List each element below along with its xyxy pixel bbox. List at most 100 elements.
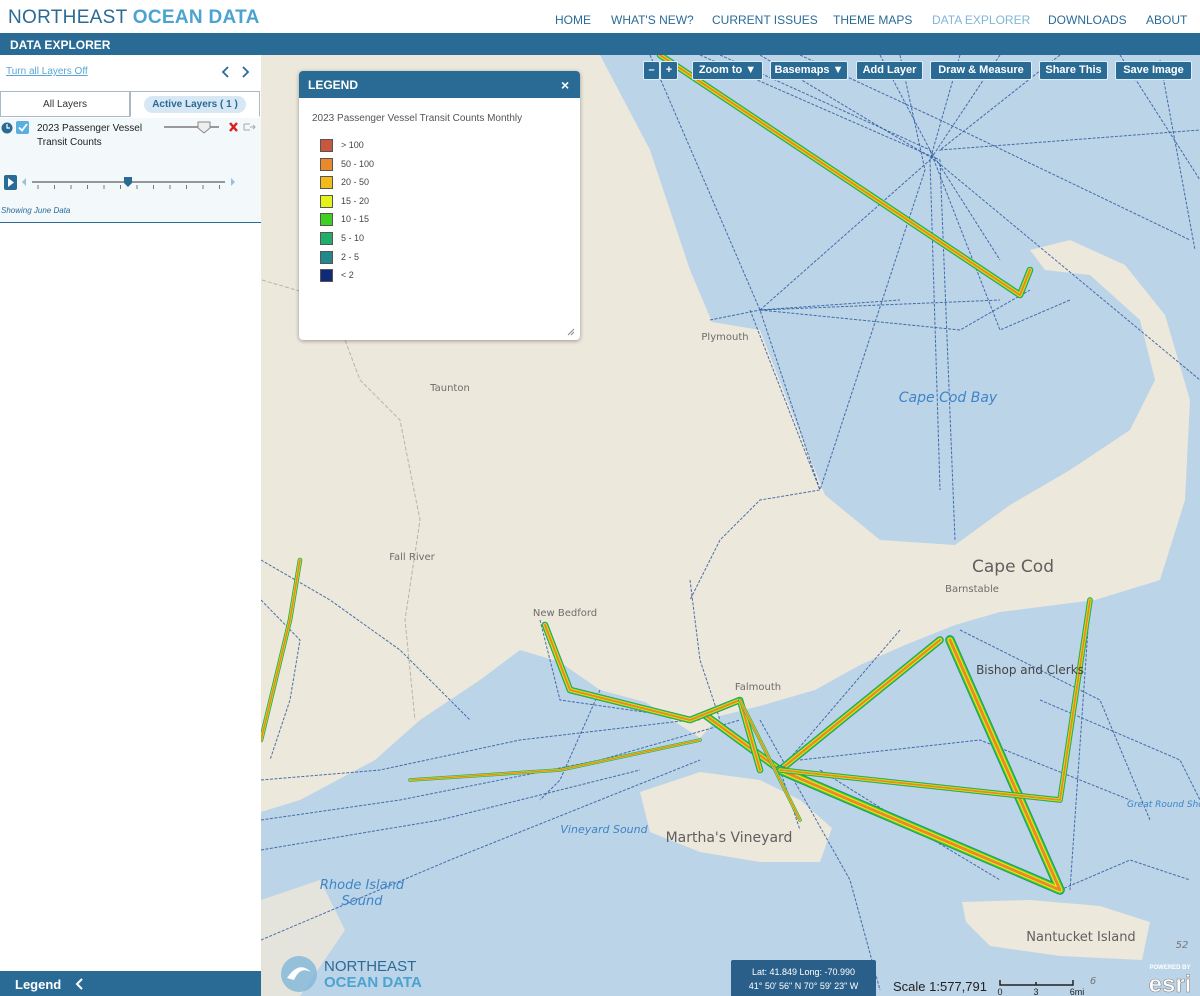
vessel-track [689, 579, 721, 721]
scale-tick: 0 [997, 987, 1002, 996]
legend-subtitle: 2023 Passenger Vessel Transit Counts Mon… [312, 113, 523, 124]
layer-checkbox[interactable] [16, 121, 29, 134]
time-prev[interactable] [22, 178, 26, 186]
share-button[interactable]: Share This [1039, 61, 1108, 80]
pager-arrows[interactable] [218, 65, 254, 79]
vessel-track [759, 299, 1001, 311]
legend-item: 50 - 100 [320, 157, 375, 173]
legend-label: 5 - 10 [341, 232, 365, 243]
tab[interactable]: Active Layers ( 1 ) [130, 91, 260, 117]
legend-swatch [320, 250, 333, 264]
save-image-button[interactable]: Save Image [1115, 61, 1192, 80]
esri-powered: POWERED BY [1149, 965, 1190, 971]
prev-arrow[interactable] [221, 66, 229, 78]
time-handle[interactable] [124, 177, 132, 187]
vessel-track [938, 55, 1200, 151]
resize-grip [567, 328, 575, 336]
brand-primary: NORTHEAST [8, 7, 128, 28]
coord-dms: 41° 50' 56" N 70° 59' 23" W [748, 981, 859, 991]
zoom-to-button[interactable]: Zoom to ▼ [692, 61, 763, 80]
layer-controls [1, 121, 256, 190]
nav-link[interactable]: HOME [555, 13, 591, 27]
logo-text: OCEAN DATA [324, 974, 422, 991]
add-layer-button[interactable]: Add Layer [856, 61, 923, 80]
place-label: Bishop and Clerks [976, 663, 1084, 677]
brand[interactable]: NORTHEAST OCEAN DATA [8, 7, 260, 29]
zoom-in[interactable]: + [660, 61, 678, 80]
basemaps-button[interactable]: Basemaps ▼ [770, 61, 848, 80]
legend-item: 10 - 15 [320, 213, 369, 228]
legend-label: > 100 [341, 139, 364, 150]
vessel-lane [778, 638, 1062, 892]
scale-tick: 3 [1033, 987, 1038, 996]
vessel-track [959, 629, 1151, 821]
coordinates-box: Lat: 41.849 Long: -70.990 41° 50' 56" N … [731, 960, 876, 996]
water-label: Great Round Shoal [1127, 800, 1200, 810]
legend-label: 20 - 50 [341, 177, 370, 188]
legend-label: 10 - 15 [341, 214, 370, 225]
nav-link[interactable]: DOWNLOADS [1048, 13, 1127, 27]
time-next[interactable] [231, 178, 235, 186]
place-label: Taunton [429, 383, 470, 394]
legend-close[interactable]: × [561, 77, 570, 93]
subheader: DATA EXPLORER [0, 33, 1200, 55]
layer-status: Showing June Data [1, 206, 71, 215]
turn-off-link[interactable]: Turn all Layers Off [6, 66, 88, 77]
tab[interactable]: All Layers [0, 91, 130, 117]
nav-link[interactable]: WHAT'S NEW? [611, 13, 694, 27]
checkmark [18, 123, 28, 132]
vessel-track [799, 739, 1131, 801]
draw-measure-button[interactable]: Draw & Measure [930, 61, 1032, 80]
logo-text: NORTHEAST [324, 958, 416, 975]
scale: Scale 1:577,791 0 3 6mi [893, 979, 1084, 996]
vessel-track [699, 55, 956, 541]
depth-label: 52 [1176, 940, 1189, 951]
tab-label: Active Layers ( 1 ) [144, 96, 246, 113]
nav-link[interactable]: CURRENT ISSUES [712, 13, 818, 27]
nav-link[interactable]: THEME MAPS [833, 13, 913, 27]
vessel-track [1059, 859, 1191, 891]
vessel-track [539, 689, 601, 801]
logo: NORTHEAST OCEAN DATA [281, 956, 422, 992]
vessel-lanes [261, 55, 1093, 895]
legend-label: 15 - 20 [341, 195, 370, 206]
vessel-lane [409, 739, 701, 781]
place-label: Cape Cod [972, 557, 1054, 577]
vessel-track [261, 759, 701, 941]
vessel-track [649, 55, 821, 491]
time-icon-hands [6, 124, 10, 129]
map-labels: Plymouth Taunton Cape Cod Bay Cape Cod B… [320, 332, 1200, 987]
coord-decimal: Lat: 41.849 Long: -70.990 [751, 967, 856, 977]
vessel-lane [543, 623, 762, 772]
nantucket [962, 900, 1150, 960]
marthas-vineyard [640, 772, 832, 862]
legend-toggle-label: Legend [15, 977, 62, 992]
layer-detail-icon[interactable] [243, 123, 256, 131]
vessel-track [1159, 59, 1196, 251]
esri-name: esri [1149, 971, 1192, 996]
legend-item: > 100 [320, 139, 364, 154]
depth-label: 6 [1090, 976, 1096, 987]
scale-tick: 6mi [1070, 987, 1085, 996]
vessel-track [759, 289, 1031, 331]
boundary [261, 279, 421, 721]
resize-handle[interactable] [567, 328, 575, 336]
opacity-handle[interactable] [197, 121, 211, 134]
vessel-track [261, 769, 641, 851]
legend-toggle[interactable]: Legend [0, 971, 261, 996]
nav-link[interactable]: DATA EXPLORER [932, 13, 1031, 27]
remove-layer[interactable] [229, 122, 238, 132]
next-arrow[interactable] [242, 66, 250, 78]
vessel-track [1069, 599, 1091, 891]
water-label: Cape Cod Bay [899, 390, 998, 406]
nav-link[interactable]: ABOUT [1146, 13, 1188, 27]
legend-panel: LEGEND × 2023 Passenger Vessel Transit C… [299, 71, 580, 340]
legend-swatch [320, 232, 333, 245]
layer-name: 2023 Passenger Vessel Transit Counts [37, 123, 143, 148]
zoom-out[interactable]: – [643, 61, 660, 80]
vessel-track [261, 559, 471, 721]
place-label: Fall River [389, 552, 435, 563]
legend-label: 50 - 100 [341, 158, 375, 169]
legend-swatch [320, 176, 333, 190]
